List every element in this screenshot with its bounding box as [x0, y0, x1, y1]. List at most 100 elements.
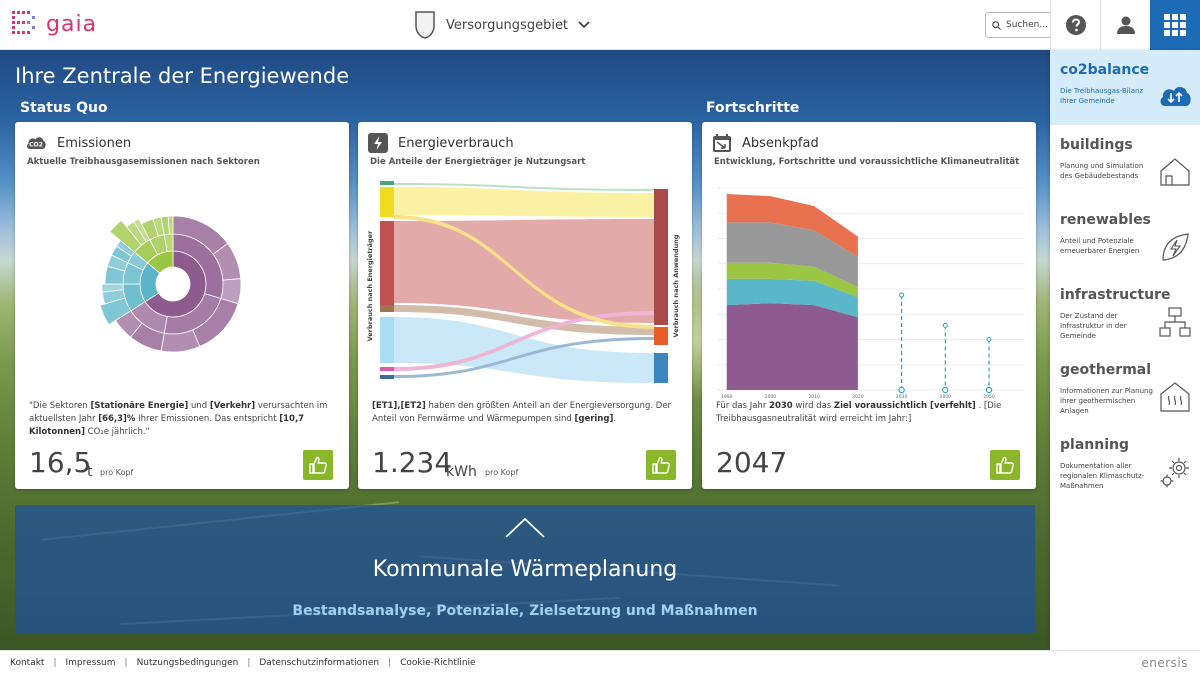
thumbs-up-button[interactable] — [990, 450, 1020, 480]
target-base-point[interactable] — [942, 386, 949, 394]
logo-text: gaia — [46, 11, 98, 37]
thumbs-up-button[interactable] — [646, 450, 676, 480]
target-point[interactable] — [899, 292, 905, 298]
text-fragment: verursachten im aktuellsten Jahr — [29, 401, 328, 424]
x-tick-label: 2040 — [940, 394, 952, 400]
sankey-node — [380, 317, 394, 363]
highlight: 2030 — [769, 401, 793, 411]
kpi-per: pro Kopf — [485, 468, 519, 477]
card-header: CO2 Emissionen — [25, 133, 131, 153]
footer-link-contact[interactable]: Kontakt — [10, 658, 45, 668]
search-input[interactable] — [1006, 20, 1050, 30]
target-point[interactable] — [986, 337, 992, 342]
emissions-card[interactable]: CO2 Emissionen Aktuelle Treibhausgasemis… — [15, 122, 349, 489]
footer-link-imprint[interactable]: Impressum — [65, 658, 116, 668]
area-series[interactable] — [726, 222, 858, 287]
highlight: [gering] — [574, 414, 614, 424]
sidebar-item-title: renewables — [1060, 212, 1151, 228]
thumbs-up-button[interactable] — [303, 450, 333, 480]
thumbs-up-icon — [309, 456, 327, 474]
highlight: [66,3]% — [98, 414, 136, 424]
sankey-flow — [394, 187, 654, 217]
highlight: [ET1],[ET2] — [372, 401, 426, 411]
geothermal-house-icon — [1160, 382, 1190, 412]
reduction-path-card[interactable]: Absenkpfad Entwicklung, Fortschritte und… — [702, 122, 1036, 489]
sankey-node — [380, 305, 394, 312]
sunburst-segment[interactable] — [167, 215, 174, 235]
area-series[interactable] — [726, 262, 858, 298]
region-label: Versorgungsgebiet — [446, 17, 569, 33]
sidebar-item-co2balance[interactable]: co2balance Die Treibhausgas-Bilanz Ihrer… — [1050, 50, 1200, 125]
footer-link-cookies[interactable]: Cookie-Richtlinie — [400, 658, 476, 668]
help-button[interactable] — [1050, 0, 1100, 50]
gears-icon — [1160, 458, 1189, 488]
sankey-chart[interactable] — [364, 177, 684, 399]
kpi-unit: t — [87, 464, 93, 480]
footer-separator: | — [247, 658, 251, 668]
heat-planning-banner[interactable]: Kommunale Wärmeplanung Bestandsanalyse, … — [15, 505, 1035, 633]
sankey-node — [380, 221, 394, 305]
area-series[interactable] — [726, 278, 858, 318]
search-box[interactable] — [985, 12, 1051, 38]
sidebar-item-title: buildings — [1060, 137, 1133, 153]
sidebar-item-infrastructure[interactable]: infrastructure Der Zustand der Infrastru… — [1050, 275, 1200, 350]
apps-grid-icon — [1164, 14, 1186, 36]
sankey-node — [380, 367, 394, 371]
user-icon — [1116, 16, 1135, 34]
card-title: Emissionen — [57, 135, 132, 151]
sunburst-segment[interactable] — [160, 329, 201, 353]
target-point[interactable] — [942, 322, 948, 328]
apps-button[interactable] — [1150, 0, 1200, 50]
module-sidebar: co2balance Die Treibhausgas-Bilanz Ihrer… — [1050, 50, 1200, 650]
energy-card[interactable]: Energieverbrauch Die Anteile der Energie… — [358, 122, 692, 489]
kpi-value: 16,5 — [29, 446, 92, 479]
network-icon — [1159, 307, 1191, 337]
svg-text:CO2: CO2 — [29, 142, 43, 149]
sidebar-item-title: co2balance — [1060, 62, 1150, 78]
sankey-flow — [394, 305, 654, 335]
target-base-point[interactable] — [898, 386, 905, 394]
text-fragment: "Die Sektoren — [29, 401, 91, 411]
sidebar-item-geothermal[interactable]: geothermal Informationen zur Planung ihr… — [1050, 350, 1200, 425]
card-subtitle: Entwicklung, Fortschritte und voraussich… — [714, 157, 1020, 167]
x-tick-label: 2050 — [983, 394, 995, 400]
section-title-status: Status Quo — [20, 100, 108, 116]
card-title: Absenkpfad — [742, 135, 819, 151]
sunburst-chart[interactable] — [93, 194, 253, 364]
footer-separator: | — [124, 658, 128, 668]
x-tick-label: 2020 — [852, 394, 864, 400]
target-base-point[interactable] — [985, 386, 993, 394]
co2-cloud-icon: CO2 — [26, 137, 46, 149]
leaf-lightning-icon — [1162, 233, 1189, 261]
text-fragment: . — [613, 414, 617, 424]
highlight: [Stationäre Energie] — [90, 401, 189, 411]
top-bar: gaia Versorgungsgebiet — [0, 0, 1200, 50]
sidebar-item-desc: Die Treibhausgas-Bilanz Ihrer Gemeinde — [1060, 87, 1144, 105]
sankey-node — [654, 189, 668, 325]
card-subtitle: Aktuelle Treibhausgasemissionen nach Sek… — [27, 157, 260, 167]
region-selector[interactable]: Versorgungsgebiet — [414, 10, 590, 40]
logo[interactable]: gaia — [10, 9, 97, 39]
chevron-up-icon[interactable] — [505, 517, 545, 539]
highlight: [Verkehr] — [209, 401, 256, 411]
sankey-node — [380, 181, 394, 185]
brand-logo: enersis — [1141, 656, 1188, 670]
area-series[interactable] — [726, 303, 858, 390]
sankey-axis-left: Verbrauch nach Energieträger — [366, 230, 374, 342]
sidebar-item-renewables[interactable]: renewables Anteil und Potenziale erneuer… — [1050, 200, 1200, 275]
user-button[interactable] — [1100, 0, 1150, 50]
page-title: Ihre Zentrale der Energiewende — [15, 64, 350, 88]
sankey-node — [654, 353, 668, 383]
hero-section: Ihre Zentrale der Energiewende Status Qu… — [0, 50, 1050, 650]
footer-link-terms[interactable]: Nutzungsbedingungen — [136, 658, 239, 668]
reduction-path-chart[interactable]: 1990 2000 2010 2020 2030 2040 2050 — [710, 178, 1030, 400]
footer-link-privacy[interactable]: Datenschutzinformationen — [259, 658, 380, 668]
text-fragment: haben den größten Anteil an der Energiev… — [372, 401, 672, 424]
area-series[interactable] — [726, 194, 858, 257]
search-icon — [992, 20, 1001, 30]
sidebar-item-planning[interactable]: planning Dokumentation aller regionalen … — [1050, 425, 1200, 500]
sidebar-item-buildings[interactable]: buildings Planung und Simulation des Geb… — [1050, 125, 1200, 200]
thumbs-up-icon — [996, 456, 1014, 474]
sidebar-item-desc: Dokumentation aller regionalen Klimaschu… — [1060, 462, 1145, 490]
house-icon — [1160, 158, 1190, 186]
